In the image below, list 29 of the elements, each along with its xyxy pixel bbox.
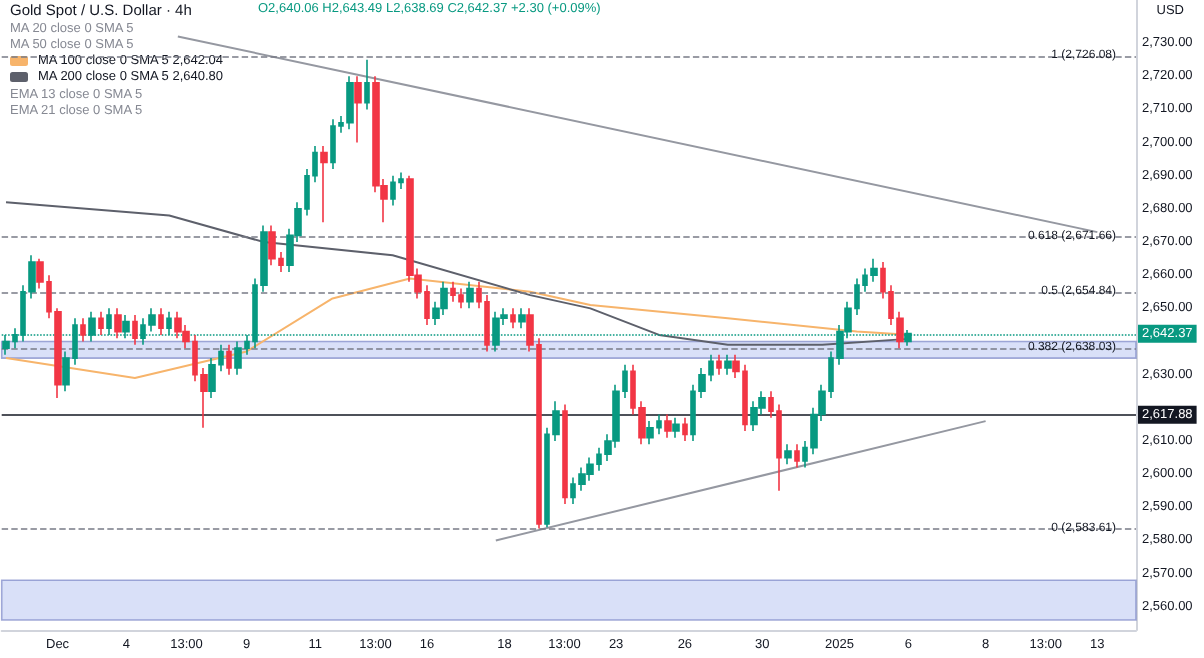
- candlestick: [518, 307, 526, 330]
- candlestick: [646, 420, 654, 446]
- candlestick: [320, 145, 328, 223]
- candlestick: [268, 224, 276, 267]
- candlestick: [234, 340, 242, 376]
- candlestick: [226, 344, 232, 376]
- candlestick: [354, 75, 362, 144]
- candlestick: [158, 307, 164, 336]
- candlestick: [364, 58, 370, 111]
- candlestick: [682, 416, 688, 442]
- candlestick: [664, 413, 672, 439]
- candlestick: [330, 118, 336, 170]
- candlestick: [114, 307, 122, 340]
- candlestick: [784, 443, 792, 466]
- candlestick: [80, 317, 86, 343]
- candlestick: [98, 310, 104, 336]
- candlestick: [450, 281, 456, 303]
- candlestick: [458, 287, 464, 310]
- candlestick: [174, 310, 182, 340]
- candlestick: [724, 353, 732, 376]
- candlestick: [132, 314, 138, 346]
- candlestick: [716, 353, 722, 376]
- candlestick: [562, 403, 568, 505]
- candlestick: [346, 75, 354, 131]
- candlestick: [390, 174, 396, 207]
- candlestick: [672, 416, 680, 439]
- candlestick: [510, 307, 516, 330]
- candlestick: [466, 281, 474, 310]
- candlestick: [794, 443, 800, 469]
